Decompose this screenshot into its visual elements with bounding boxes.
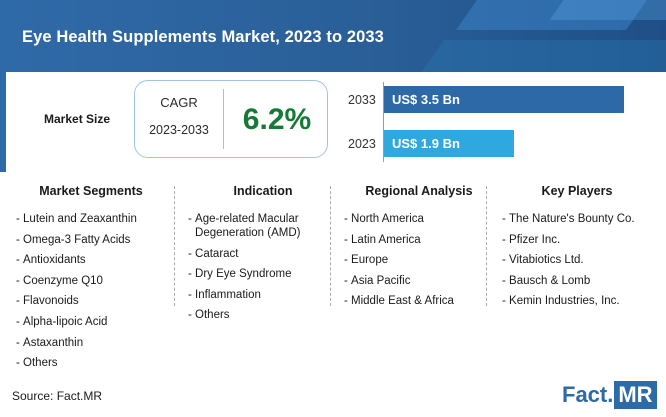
cagr-divider bbox=[223, 89, 224, 149]
column-divider bbox=[486, 186, 487, 306]
list-item: - North America bbox=[344, 213, 424, 225]
market-segments-list: - Lutein and Zeaxanthin - Omega-3 Fatty … bbox=[16, 212, 137, 377]
list-item: - Kemin Industries, Inc. bbox=[502, 295, 620, 308]
column-regional-analysis: Regional Analysis - North America - Lati… bbox=[344, 184, 494, 369]
list-item: - Pfizer Inc. bbox=[502, 233, 561, 246]
list-item: - Latin America bbox=[344, 233, 421, 246]
list-item: - Cataract bbox=[188, 247, 239, 260]
bar-value-label: US$ 3.5 Bn bbox=[392, 92, 460, 107]
list-item: - Europe bbox=[344, 254, 389, 267]
list-item: - Vitabiotics Ltd. bbox=[502, 254, 584, 267]
column-market-segments: Market Segments - Lutein and Zeaxanthin … bbox=[16, 184, 166, 369]
column-title: Regional Analysis bbox=[365, 184, 473, 198]
list-item: - Others bbox=[16, 357, 58, 370]
list-item: - Omega-3 Fatty Acids bbox=[16, 233, 131, 246]
indication-list: - Age-related Macular Degeneration (AMD)… bbox=[188, 212, 325, 329]
left-accent-bar bbox=[0, 72, 6, 172]
bar-2023: US$ 1.9 Bn bbox=[384, 130, 514, 157]
logo-text-box: MR bbox=[614, 381, 657, 409]
list-item: - Antioxidants bbox=[16, 254, 86, 267]
cagr-value: 6.2% bbox=[242, 103, 312, 136]
bar-2033: US$ 3.5 Bn bbox=[384, 86, 624, 113]
list-item: - Alpha-lipoic Acid bbox=[16, 315, 108, 328]
segments-panel: Market Segments - Lutein and Zeaxanthin … bbox=[10, 176, 656, 376]
column-divider bbox=[174, 186, 175, 306]
logo-text: Fact. bbox=[562, 382, 614, 407]
column-indication: Indication - Age-related Macular Degener… bbox=[188, 184, 338, 369]
list-item: - Middle East & Africa bbox=[344, 295, 454, 308]
cagr-years: 2023-2033 bbox=[149, 123, 209, 137]
list-item: - Age-related Macular Degeneration (AMD) bbox=[188, 213, 301, 239]
factmr-logo: Fact. MR bbox=[562, 380, 658, 410]
list-item: - The Nature's Bounty Co. bbox=[502, 213, 635, 225]
key-players-list: - The Nature's Bounty Co. - Pfizer Inc. … bbox=[502, 212, 635, 315]
list-item: - Coenzyme Q10 bbox=[16, 274, 103, 287]
source-note: Source: Fact.MR bbox=[12, 389, 103, 403]
banner-decor-stripe bbox=[415, 40, 666, 72]
banner-decor-stripe bbox=[549, 0, 666, 20]
list-item: - Dry Eye Syndrome bbox=[188, 268, 292, 281]
list-item: - Flavonoids bbox=[16, 295, 79, 308]
list-item: - Astaxanthin bbox=[16, 336, 84, 349]
page-title: Eye Health Supplements Market, 2023 to 2… bbox=[22, 28, 384, 46]
cagr-label: CAGR bbox=[160, 95, 198, 110]
list-item: - Inflammation bbox=[188, 288, 261, 301]
regional-list: - North America - Latin America - Europe… bbox=[344, 212, 454, 315]
list-item: - Asia Pacific bbox=[344, 274, 411, 287]
market-size-label: Market Size bbox=[44, 112, 111, 126]
column-key-players: Key Players - The Nature's Bounty Co. - … bbox=[502, 184, 652, 369]
list-item: - Lutein and Zeaxanthin bbox=[16, 213, 137, 225]
column-divider bbox=[330, 186, 331, 306]
bar-year-label: 2023 bbox=[348, 137, 376, 151]
header-banner: Eye Health Supplements Market, 2023 to 2… bbox=[0, 0, 666, 72]
list-item: - Others bbox=[188, 309, 230, 322]
bar-value-label: US$ 1.9 Bn bbox=[392, 136, 460, 151]
list-item: - Bausch & Lomb bbox=[502, 274, 591, 287]
bar-axis-line bbox=[383, 82, 384, 162]
column-title: Indication bbox=[233, 184, 293, 198]
column-title: Market Segments bbox=[39, 184, 143, 198]
bar-year-label: 2033 bbox=[348, 93, 376, 107]
column-title: Key Players bbox=[541, 184, 613, 198]
cagr-box: CAGR 2023-2033 6.2% bbox=[134, 80, 328, 158]
